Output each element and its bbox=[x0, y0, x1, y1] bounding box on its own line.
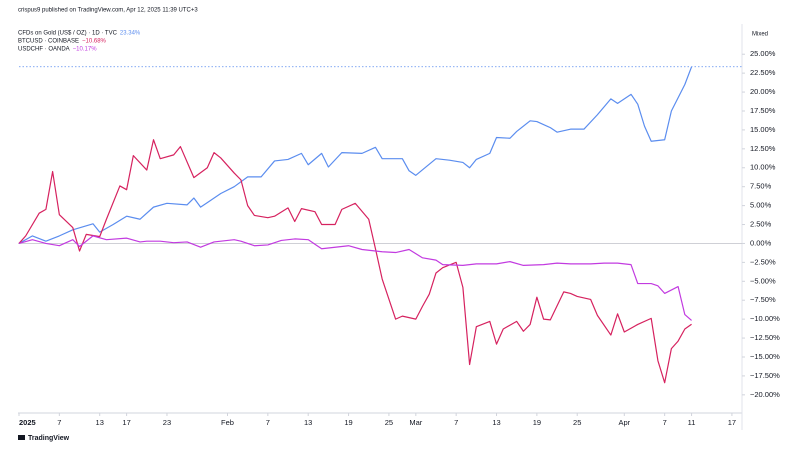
y-tick-label: 17.50% bbox=[750, 106, 776, 115]
legend-name: BTCUSD · COINBASE bbox=[18, 39, 79, 45]
legend-name: CFDs on Gold (US$ / OZ) · 1D · TVC bbox=[18, 31, 118, 37]
x-tick-label: 11 bbox=[688, 418, 696, 427]
y-tick-label: 15.00% bbox=[750, 125, 776, 134]
x-tick-label: 7 bbox=[266, 418, 270, 427]
y-tick-label: 10.00% bbox=[750, 163, 776, 172]
scale-label: Mixed bbox=[752, 32, 768, 38]
y-tick-label: −2.50% bbox=[750, 257, 776, 266]
y-tick-label: 0.00% bbox=[750, 238, 772, 247]
x-tick-label: 17 bbox=[728, 418, 736, 427]
x-tick-label: 17 bbox=[122, 418, 130, 427]
brand: TradingView bbox=[28, 435, 70, 442]
y-tick-label: 7.50% bbox=[750, 182, 772, 191]
series-line bbox=[18, 66, 693, 244]
legend-value: −10.68% bbox=[82, 39, 107, 45]
x-tick-label: Mar bbox=[409, 418, 422, 427]
x-tick-label: 13 bbox=[492, 418, 500, 427]
x-tick-label: 7 bbox=[57, 418, 61, 427]
x-tick-label: 23 bbox=[163, 418, 171, 427]
series-line bbox=[18, 235, 692, 321]
x-tick-label: 19 bbox=[344, 418, 352, 427]
x-tick-label: 25 bbox=[385, 418, 393, 427]
y-tick-label: 22.50% bbox=[750, 68, 776, 77]
y-tick-label: 12.50% bbox=[750, 144, 776, 153]
x-tick-label: 7 bbox=[454, 418, 458, 427]
header: crispus9 published on TradingView.com, A… bbox=[18, 8, 198, 14]
y-tick-label: −10.00% bbox=[750, 314, 780, 323]
y-tick-label: 5.00% bbox=[750, 201, 772, 210]
y-tick-label: −7.50% bbox=[750, 295, 776, 304]
x-tick-label: Feb bbox=[221, 418, 234, 427]
x-tick-label: 2025 bbox=[19, 418, 36, 427]
y-tick-label: −17.50% bbox=[750, 371, 780, 380]
y-tick-label: −12.50% bbox=[750, 333, 780, 342]
legend-value: −10.17% bbox=[73, 47, 98, 53]
y-tick-label: 2.50% bbox=[750, 220, 772, 229]
x-tick-label: 19 bbox=[533, 418, 541, 427]
x-tick-label: 25 bbox=[573, 418, 581, 427]
y-tick-label: −5.00% bbox=[750, 276, 776, 285]
x-tick-label: 13 bbox=[96, 418, 104, 427]
x-tick-label: 7 bbox=[663, 418, 667, 427]
legend-name: USDCHF · OANDA bbox=[18, 47, 70, 53]
brand-logo bbox=[18, 435, 25, 440]
x-tick-label: 13 bbox=[304, 418, 312, 427]
series-line bbox=[18, 139, 692, 384]
legend-value: 23.34% bbox=[120, 31, 141, 37]
y-tick-label: 25.00% bbox=[750, 49, 776, 58]
x-tick-label: Apr bbox=[618, 418, 630, 427]
y-tick-label: −20.00% bbox=[750, 390, 780, 399]
y-tick-label: −15.00% bbox=[750, 352, 780, 361]
y-tick-label: 20.00% bbox=[750, 87, 776, 96]
